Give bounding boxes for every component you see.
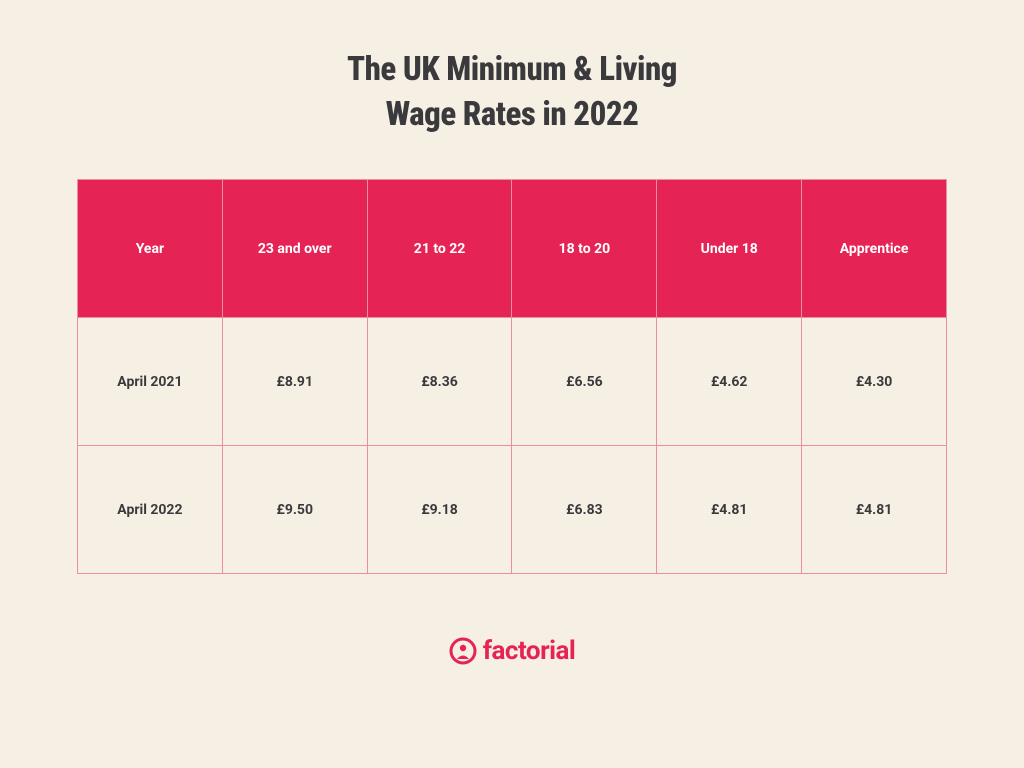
- cell-value: £6.56: [512, 318, 657, 446]
- cell-year: April 2022: [78, 446, 223, 574]
- table-header-row: Year 23 and over 21 to 22 18 to 20 Under…: [78, 180, 947, 318]
- col-21-22: 21 to 22: [367, 180, 512, 318]
- cell-value: £8.36: [367, 318, 512, 446]
- table-row: April 2022 £9.50 £9.18 £6.83 £4.81 £4.81: [78, 446, 947, 574]
- cell-year: April 2021: [78, 318, 223, 446]
- table-row: April 2021 £8.91 £8.36 £6.56 £4.62 £4.30: [78, 318, 947, 446]
- factorial-logo-icon: [449, 637, 477, 665]
- page-title: The UK Minimum & Living Wage Rates in 20…: [347, 48, 677, 137]
- cell-value: £4.81: [802, 446, 947, 574]
- cell-value: £6.83: [512, 446, 657, 574]
- title-line-2: Wage Rates in 2022: [386, 95, 639, 134]
- col-23-over: 23 and over: [222, 180, 367, 318]
- cell-value: £4.30: [802, 318, 947, 446]
- col-apprentice: Apprentice: [802, 180, 947, 318]
- wage-rates-table: Year 23 and over 21 to 22 18 to 20 Under…: [77, 179, 947, 574]
- cell-value: £4.62: [657, 318, 802, 446]
- col-year: Year: [78, 180, 223, 318]
- cell-value: £8.91: [222, 318, 367, 446]
- col-18-20: 18 to 20: [512, 180, 657, 318]
- factorial-logo-text: factorial: [483, 636, 576, 666]
- cell-value: £4.81: [657, 446, 802, 574]
- col-under-18: Under 18: [657, 180, 802, 318]
- title-line-1: The UK Minimum & Living: [347, 50, 677, 89]
- cell-value: £9.50: [222, 446, 367, 574]
- factorial-logo: factorial: [449, 636, 576, 666]
- cell-value: £9.18: [367, 446, 512, 574]
